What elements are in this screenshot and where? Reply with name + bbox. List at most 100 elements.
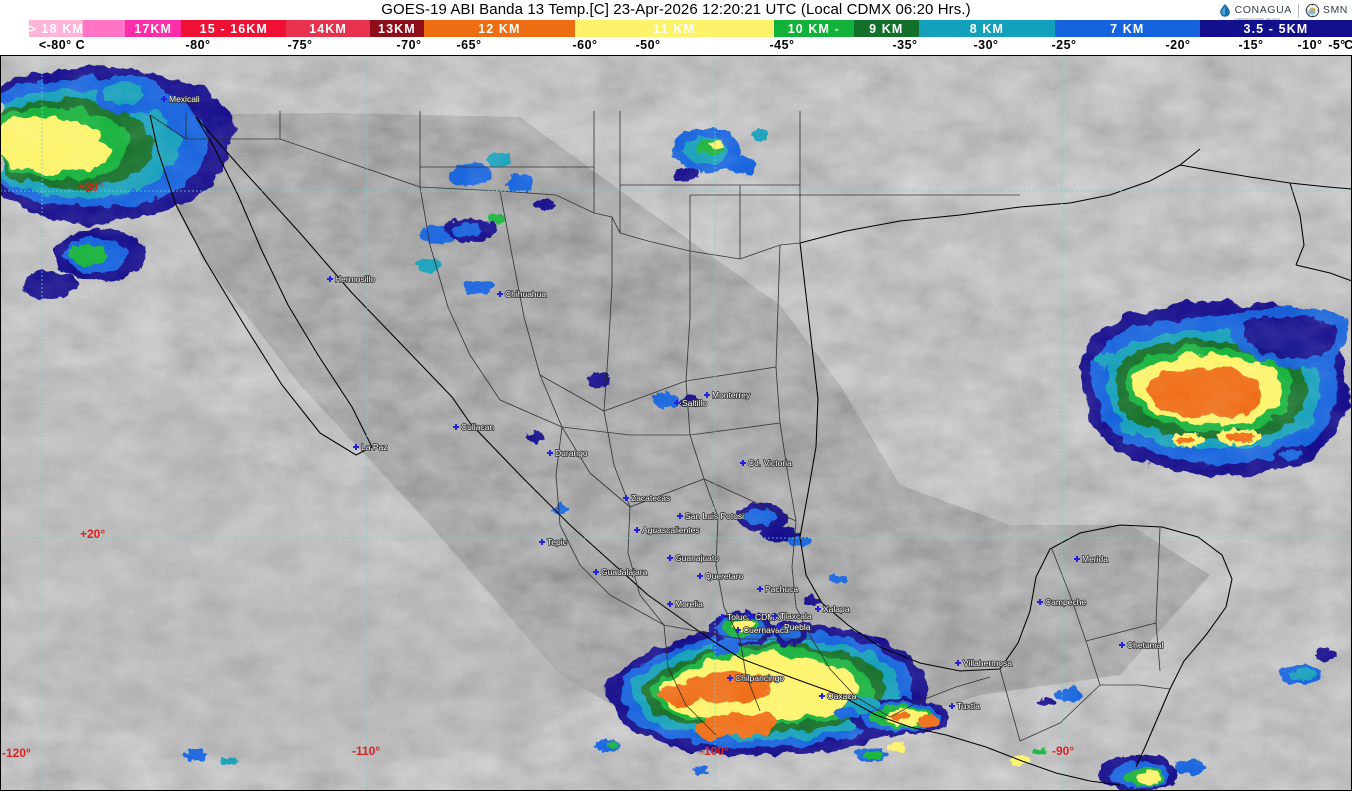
graticule-label: -110°	[352, 744, 380, 758]
conagua-wordmark: CONAGUA	[1234, 3, 1292, 16]
city-label: Zacatecas	[631, 493, 670, 503]
city-dot-icon	[623, 495, 629, 501]
city-dot-icon	[1119, 642, 1125, 648]
city-label: San Luis Potosi	[685, 511, 744, 521]
city-dot-icon	[539, 539, 545, 545]
city-dot-icon	[674, 400, 680, 406]
color-scale-segment: 3.5 - 5KM	[1199, 20, 1352, 37]
temperature-tick-label: -65°	[456, 38, 482, 52]
color-scale-segment: 7 KM	[1054, 20, 1200, 37]
city-label: Culiacan	[461, 422, 494, 432]
temperature-tick-label: -70°	[396, 38, 422, 52]
graticule-labels: +30° +20° -120° -110° -100° -90°	[2, 180, 1074, 760]
temperature-tick-label: -5°	[1328, 38, 1346, 52]
city-label: Mexicali	[169, 94, 200, 104]
color-scale-segment: 12 KM	[424, 20, 575, 37]
city-dot-icon	[353, 444, 359, 450]
city-label: Aguascalientes	[642, 525, 700, 535]
city-label: Queretaro	[705, 571, 744, 581]
city-dot-icon	[593, 569, 599, 575]
graticule-label: +30°	[78, 180, 103, 194]
graticule-label: -120°	[2, 746, 31, 760]
city-dot-icon	[1074, 556, 1080, 562]
temperature-tick-label: <-80° C	[38, 38, 86, 52]
city-dot-icon	[697, 573, 703, 579]
agency-logos: CONAGUA COMISION NACIONAL DEL AGUA SMN	[1218, 1, 1348, 21]
temperature-tick-label: -35°	[892, 38, 918, 52]
water-drop-icon	[1219, 3, 1230, 17]
city-dot-icon	[949, 703, 955, 709]
city-dot-icon	[453, 424, 459, 430]
city-label: Chilpancingo	[735, 673, 784, 683]
conagua-subtitle: COMISION NACIONAL DEL AGUA	[1234, 17, 1281, 21]
city-label: Hermosillo	[335, 274, 375, 284]
temperature-tick-label: C	[1344, 38, 1352, 52]
satellite-imagery-canvas[interactable]: +30° +20° -120° -110° -100° -90° Mexicali Herm…	[0, 55, 1352, 791]
page-title: GOES-19 ABI Banda 13 Temp.[C] 23-Apr-202…	[381, 1, 971, 18]
logo-divider	[1297, 3, 1299, 17]
city-label: Guanajuato	[675, 553, 719, 563]
temperature-tick-label: -75°	[287, 38, 313, 52]
city-dot-icon	[497, 291, 503, 297]
cirrus-overlay	[0, 55, 1352, 791]
city-label: Monterrey	[712, 390, 751, 400]
color-scale-segment: 15 - 16KM	[181, 20, 287, 37]
city-label: CDMX	[755, 612, 780, 622]
city-dot-icon	[740, 460, 746, 466]
title-bar: GOES-19 ABI Banda 13 Temp.[C] 23-Apr-202…	[0, 0, 1352, 21]
city-dot-icon	[757, 586, 763, 592]
color-scale-segment: 10 KM -	[773, 20, 854, 37]
city-dot-icon	[772, 613, 778, 619]
color-scale-segment: 14KM	[286, 20, 370, 37]
color-scale-segment: 8 KM	[918, 20, 1055, 37]
graticule	[0, 55, 1352, 791]
sun-cloud-icon	[1305, 3, 1320, 17]
color-scale-segment	[83, 20, 126, 37]
city-label: Cd. Victoria	[748, 458, 792, 468]
temperature-tick-label: -10°	[1297, 38, 1323, 52]
city-label: Guadalajara	[601, 567, 648, 577]
city-label: Campeche	[1045, 597, 1086, 607]
temperature-tick-label: -45°	[769, 38, 795, 52]
smn-logo: SMN	[1305, 3, 1348, 18]
city-label: Chihuahua	[505, 289, 546, 299]
city-dot-icon	[704, 392, 710, 398]
city-dot-icon	[719, 614, 725, 620]
city-dot-icon	[161, 96, 167, 102]
city-label: Chetumal	[1127, 640, 1163, 650]
city-label: Xalapa	[823, 604, 850, 614]
city-label: Saltillo	[682, 398, 707, 408]
color-scale-segment: 9 KM	[853, 20, 919, 37]
city-dot-icon	[819, 693, 825, 699]
smn-wordmark: SMN	[1322, 4, 1348, 16]
city-label: Tuxtla	[957, 701, 980, 711]
city-label: Tlaxcala	[780, 611, 812, 621]
political-borders	[149, 111, 1171, 742]
city-dot-icon	[815, 606, 821, 612]
graticule-label: -90°	[1052, 744, 1074, 758]
satellite-map[interactable]: +30° +20° -120° -110° -100° -90° Mexicali Herm…	[0, 55, 1352, 791]
temperature-tick-label: -20°	[1165, 38, 1191, 52]
graticule-label: +20°	[80, 527, 105, 541]
city-labels-layer: Mexicali Hermosillo Chihuahua Monterrey Salt…	[161, 93, 1164, 712]
color-scale-segment: > 18 KM	[29, 20, 84, 37]
city-label: Pachuca	[765, 584, 798, 594]
city-dot-icon	[547, 450, 553, 456]
temperature-tick-label: -25°	[1051, 38, 1077, 52]
color-scale-bar: > 18 KM 17KM 15 - 16KM 14KM 13KM 12 KM 11 KM 10…	[0, 20, 1352, 37]
color-scale-segment: 11 KM	[574, 20, 774, 37]
city-label: La Paz	[361, 442, 387, 452]
city-label: Durango	[555, 448, 588, 458]
city-dot-icon	[776, 624, 782, 630]
temperature-tick-label: -80°	[185, 38, 211, 52]
city-dot-icon	[1037, 599, 1043, 605]
temperature-tick-label: -30°	[973, 38, 999, 52]
city-dot-icon	[735, 627, 741, 633]
temperature-tick-label: -60°	[572, 38, 598, 52]
city-label: Villahermosa	[963, 658, 1012, 668]
city-dot-icon	[327, 276, 333, 282]
temperature-tick-label: -15°	[1238, 38, 1264, 52]
coastlines	[149, 114, 1352, 786]
city-dot-icon	[955, 660, 961, 666]
